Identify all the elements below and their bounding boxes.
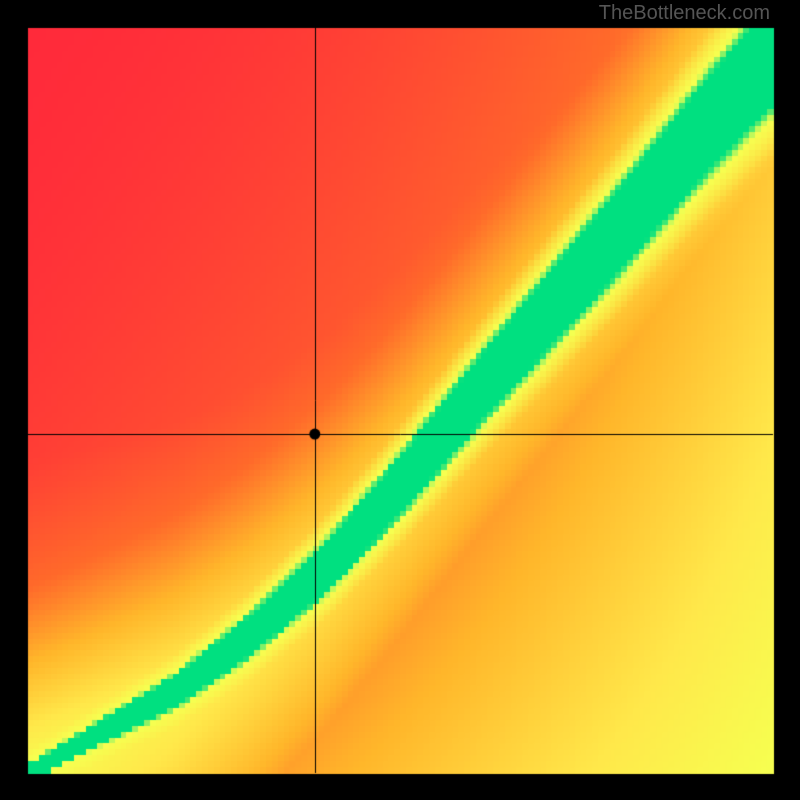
bottleneck-heatmap-canvas [0, 0, 800, 800]
watermark-text: TheBottleneck.com [599, 2, 770, 25]
chart-container: TheBottleneck.com [0, 0, 800, 800]
